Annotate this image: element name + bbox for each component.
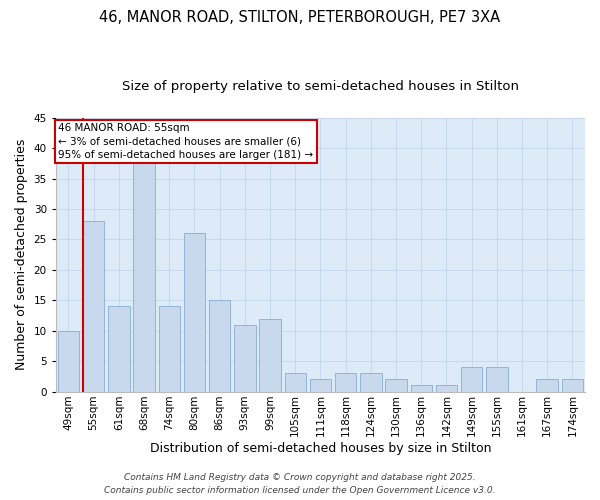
Bar: [158, 306, 180, 392]
Bar: [58, 330, 79, 392]
Bar: [209, 300, 230, 392]
Bar: [536, 380, 558, 392]
Text: 46, MANOR ROAD, STILTON, PETERBOROUGH, PE7 3XA: 46, MANOR ROAD, STILTON, PETERBOROUGH, P…: [100, 10, 500, 25]
X-axis label: Distribution of semi-detached houses by size in Stilton: Distribution of semi-detached houses by …: [149, 442, 491, 455]
Bar: [133, 160, 155, 392]
Bar: [184, 234, 205, 392]
Bar: [385, 380, 407, 392]
Bar: [461, 367, 482, 392]
Bar: [259, 318, 281, 392]
Text: 46 MANOR ROAD: 55sqm
← 3% of semi-detached houses are smaller (6)
95% of semi-de: 46 MANOR ROAD: 55sqm ← 3% of semi-detach…: [58, 124, 314, 160]
Bar: [234, 324, 256, 392]
Bar: [335, 374, 356, 392]
Bar: [310, 380, 331, 392]
Text: Contains HM Land Registry data © Crown copyright and database right 2025.
Contai: Contains HM Land Registry data © Crown c…: [104, 474, 496, 495]
Bar: [410, 386, 432, 392]
Bar: [284, 374, 306, 392]
Bar: [562, 380, 583, 392]
Bar: [108, 306, 130, 392]
Bar: [486, 367, 508, 392]
Bar: [436, 386, 457, 392]
Bar: [83, 221, 104, 392]
Bar: [360, 374, 382, 392]
Title: Size of property relative to semi-detached houses in Stilton: Size of property relative to semi-detach…: [122, 80, 519, 93]
Y-axis label: Number of semi-detached properties: Number of semi-detached properties: [15, 139, 28, 370]
